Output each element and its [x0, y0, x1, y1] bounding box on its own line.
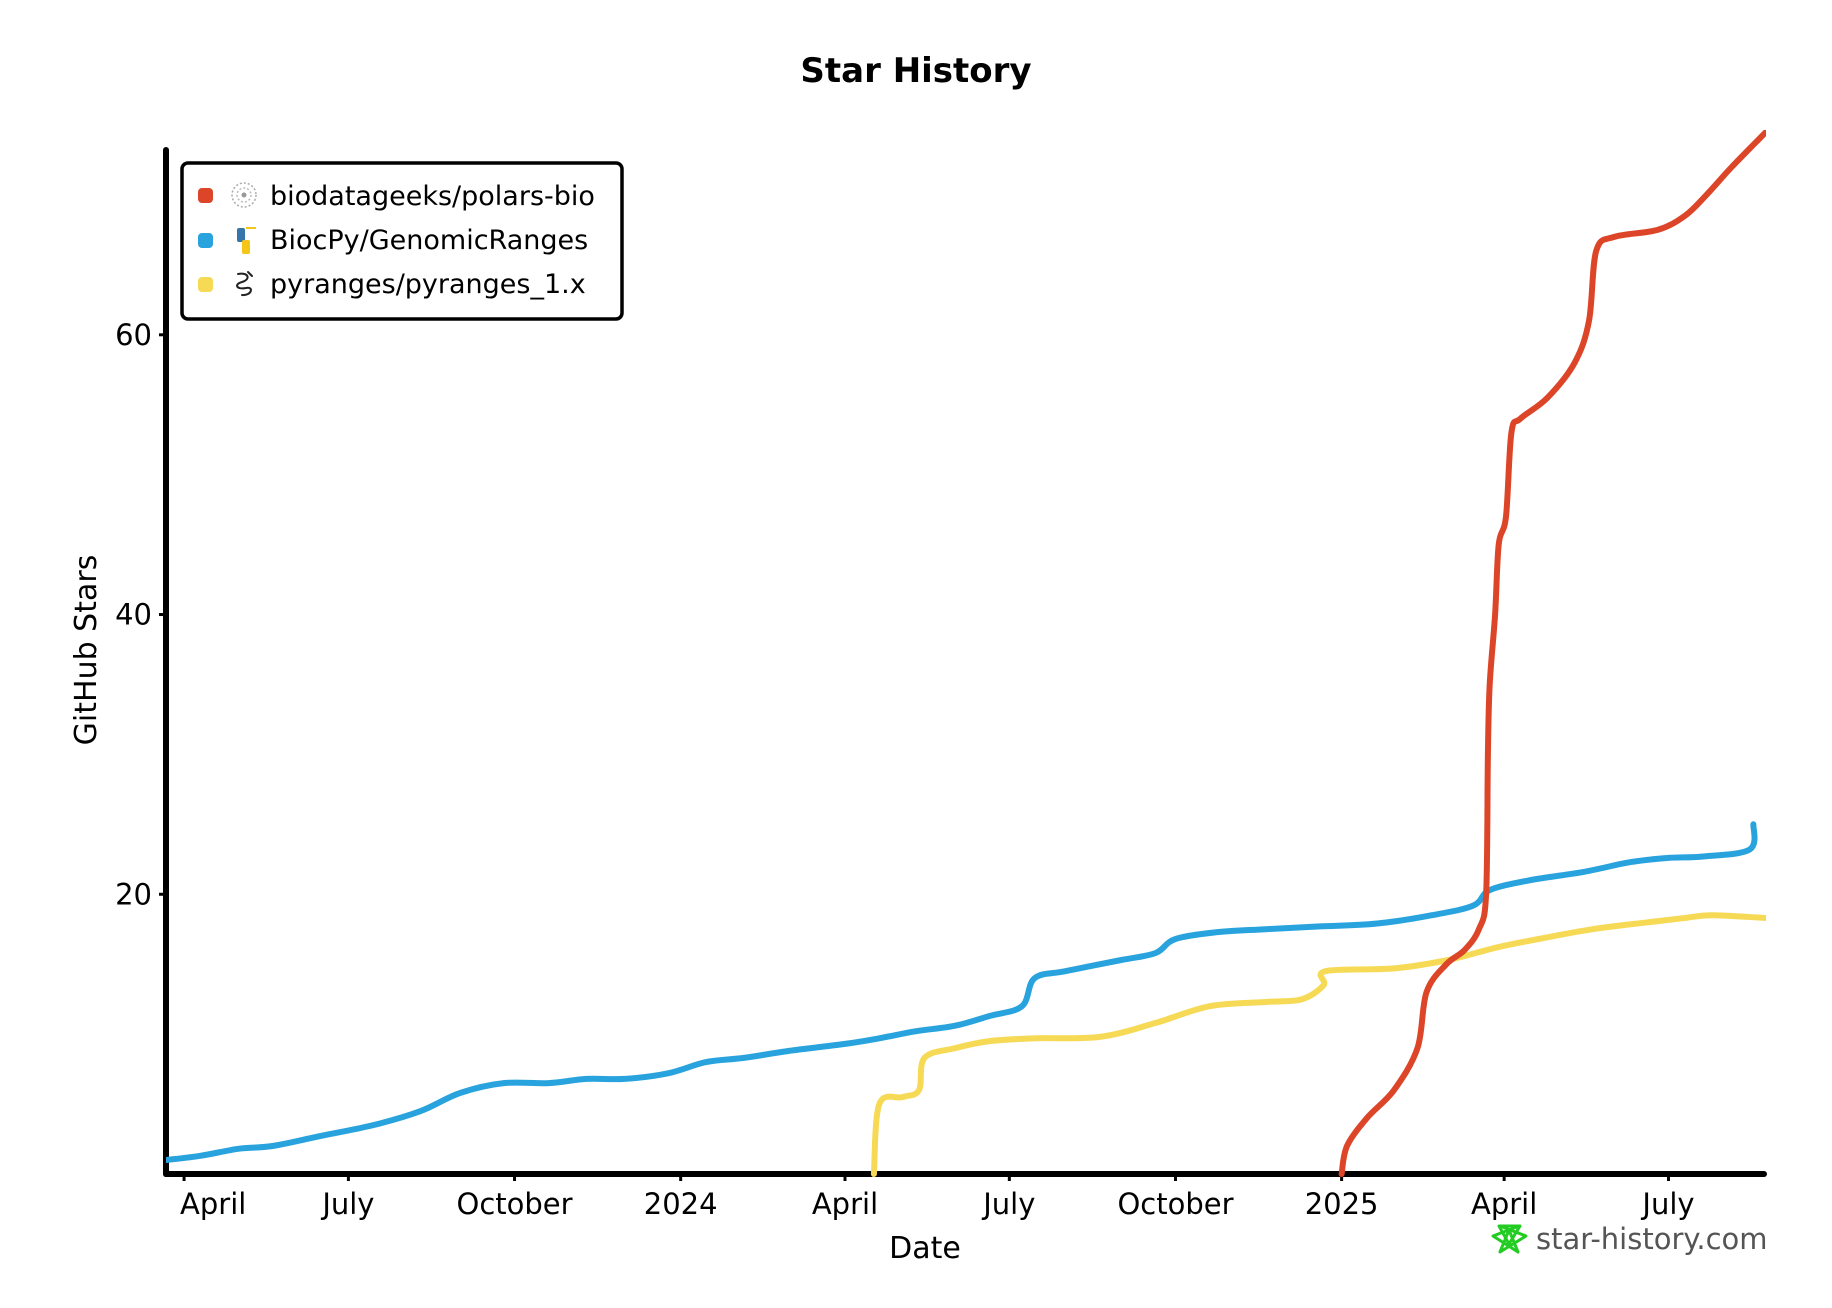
watermark-text: star-history.com	[1536, 1222, 1768, 1256]
legend-item-polars-bio: biodatageeks/polars-bio	[198, 181, 595, 212]
polars-bio-avatar-icon	[231, 182, 257, 208]
legend-swatch-pyranges	[198, 277, 213, 292]
legend-box	[180, 161, 624, 321]
x-axis-label: Date	[889, 1231, 961, 1266]
series-line-polars-bio	[1338, 130, 1766, 1177]
y-axis-label: GitHub Stars	[69, 555, 104, 746]
legend-item-genomicranges: BiocPy/GenomicRanges	[198, 225, 588, 256]
y-tick-label: 20	[115, 877, 152, 911]
series-line-group	[166, 130, 1766, 1177]
legend-label-genomicranges: BiocPy/GenomicRanges	[270, 225, 588, 256]
x-tick-label: October	[457, 1187, 573, 1221]
python-logo-icon	[237, 227, 256, 254]
pyranges-snake-icon	[236, 271, 253, 297]
series-line-genomicranges	[166, 821, 1758, 1163]
x-tick-label: July	[320, 1187, 374, 1221]
series-line-pyranges	[870, 912, 1766, 1177]
legend-swatch-genomicranges	[198, 233, 213, 248]
x-tick-label: April	[1471, 1187, 1537, 1221]
y-tick-group: 20 40 60	[115, 318, 166, 911]
x-tick-label: 2024	[644, 1187, 718, 1221]
legend-swatch-polars-bio	[198, 188, 213, 203]
x-tick-label: July	[1640, 1187, 1694, 1221]
y-tick-label: 40	[115, 598, 152, 632]
chart-title: Star History	[800, 51, 1031, 91]
y-tick-label: 60	[115, 318, 152, 352]
legend-item-pyranges: pyranges/pyranges_1.x	[198, 269, 586, 300]
x-tick-group: April July October 2024 April July October 2025…	[180, 1174, 1695, 1221]
x-tick-label: October	[1117, 1187, 1233, 1221]
x-tick-label: July	[981, 1187, 1035, 1221]
legend: biodatageeks/polars-bio BiocPy/GenomicRa…	[180, 161, 624, 321]
star-history-logo-icon	[1491, 1224, 1528, 1254]
legend-label-polars-bio: biodatageeks/polars-bio	[270, 181, 595, 212]
legend-label-pyranges: pyranges/pyranges_1.x	[270, 269, 586, 300]
x-tick-label: April	[180, 1187, 246, 1221]
x-tick-label: April	[812, 1187, 878, 1221]
star-history-watermark[interactable]: star-history.com	[1491, 1222, 1768, 1256]
x-tick-label: 2025	[1305, 1187, 1379, 1221]
